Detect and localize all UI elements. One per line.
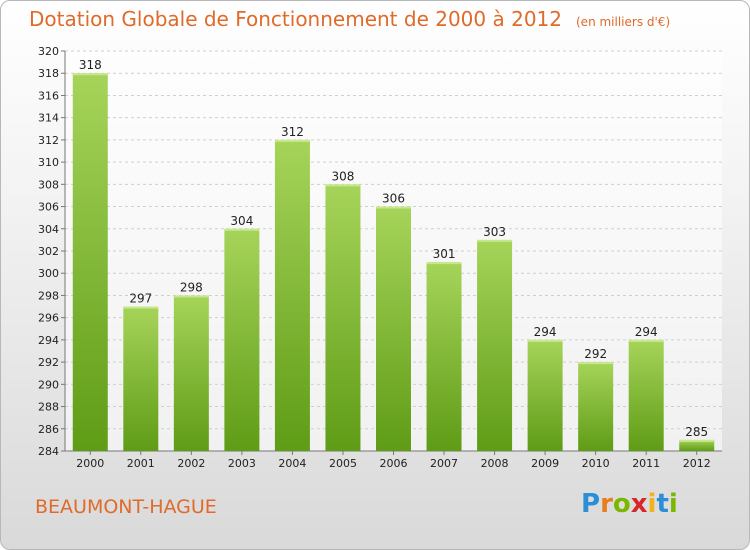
data-label: 306 xyxy=(382,192,405,206)
bar xyxy=(477,239,513,451)
y-tick-label: 312 xyxy=(38,134,59,147)
y-tick-label: 298 xyxy=(38,289,59,302)
data-label: 297 xyxy=(129,292,152,306)
bar xyxy=(72,73,108,451)
bar-top-highlight xyxy=(224,228,260,231)
data-label: 312 xyxy=(281,125,304,139)
bar xyxy=(325,184,361,452)
bar xyxy=(376,206,411,451)
logo-letter: r xyxy=(600,489,613,519)
x-tick-label: 2000 xyxy=(76,457,104,470)
bar-top-highlight xyxy=(173,295,209,298)
y-tick-label: 294 xyxy=(38,334,59,347)
bar xyxy=(224,228,260,451)
bar-top-highlight xyxy=(426,262,462,265)
y-tick-label: 306 xyxy=(38,201,59,214)
data-label: 304 xyxy=(230,214,253,228)
data-label: 292 xyxy=(584,347,607,361)
y-tick-label: 320 xyxy=(38,45,59,58)
bar-top-highlight xyxy=(527,339,563,342)
proxiti-logo: Proxiti xyxy=(581,489,678,519)
y-tick-label: 314 xyxy=(38,112,59,125)
y-tick-label: 290 xyxy=(38,378,59,391)
x-tick-label: 2011 xyxy=(632,457,660,470)
logo-letter: x xyxy=(630,489,648,519)
bar-top-highlight xyxy=(123,306,159,309)
logo-letter: P xyxy=(581,489,601,519)
chart-title-text: Dotation Globale de Fonctionnement de 20… xyxy=(29,7,562,31)
x-tick-label: 2004 xyxy=(278,457,306,470)
bar xyxy=(173,295,209,451)
data-label: 303 xyxy=(483,225,506,239)
bar-top-highlight xyxy=(477,239,513,242)
data-label: 294 xyxy=(534,325,557,339)
y-tick-label: 310 xyxy=(38,156,59,169)
y-tick-label: 316 xyxy=(38,89,59,102)
bar-top-highlight xyxy=(578,362,614,365)
y-tick-label: 296 xyxy=(38,312,59,325)
data-label: 301 xyxy=(433,247,456,261)
y-tick-label: 318 xyxy=(38,67,59,80)
data-label: 294 xyxy=(635,325,658,339)
x-tick-label: 2009 xyxy=(531,457,559,470)
x-tick-label: 2007 xyxy=(430,457,458,470)
y-tick-label: 292 xyxy=(38,356,59,369)
bar xyxy=(527,339,563,451)
x-tick-label: 2003 xyxy=(228,457,256,470)
bar xyxy=(679,439,715,451)
logo-letter: o xyxy=(612,489,631,519)
chart-unit-label: (en milliers d'€) xyxy=(576,15,671,29)
data-label: 318 xyxy=(79,58,102,72)
bar xyxy=(123,306,159,451)
bar-top-highlight xyxy=(628,339,664,342)
y-tick-label: 286 xyxy=(38,423,59,436)
bar xyxy=(628,339,664,451)
logo-letter: t xyxy=(656,489,669,519)
y-tick-label: 302 xyxy=(38,245,59,258)
data-label: 285 xyxy=(685,425,708,439)
x-tick-label: 2002 xyxy=(177,457,205,470)
x-tick-label: 2006 xyxy=(380,457,408,470)
bar-top-highlight xyxy=(325,184,361,187)
x-tick-label: 2001 xyxy=(127,457,155,470)
x-tick-label: 2012 xyxy=(683,457,711,470)
chart-title: Dotation Globale de Fonctionnement de 20… xyxy=(29,7,670,31)
x-tick-label: 2010 xyxy=(582,457,610,470)
bar xyxy=(426,262,462,451)
bar-top-highlight xyxy=(679,439,715,442)
y-tick-label: 308 xyxy=(38,178,59,191)
logo-letter: i xyxy=(647,489,657,519)
x-tick-label: 2005 xyxy=(329,457,357,470)
bar xyxy=(578,362,614,451)
x-tick-label: 2008 xyxy=(481,457,509,470)
city-name: BEAUMONT-HAGUE xyxy=(35,496,217,518)
bar-top-highlight xyxy=(376,206,411,209)
y-tick-label: 284 xyxy=(38,445,59,458)
bar xyxy=(274,139,310,451)
bar-top-highlight xyxy=(72,73,108,76)
data-label: 308 xyxy=(332,169,355,183)
data-label: 298 xyxy=(180,280,203,294)
y-tick-label: 300 xyxy=(38,267,59,280)
bar-top-highlight xyxy=(274,139,310,142)
y-tick-label: 304 xyxy=(38,223,59,236)
y-tick-label: 288 xyxy=(38,401,59,414)
logo-letter: i xyxy=(668,489,678,519)
